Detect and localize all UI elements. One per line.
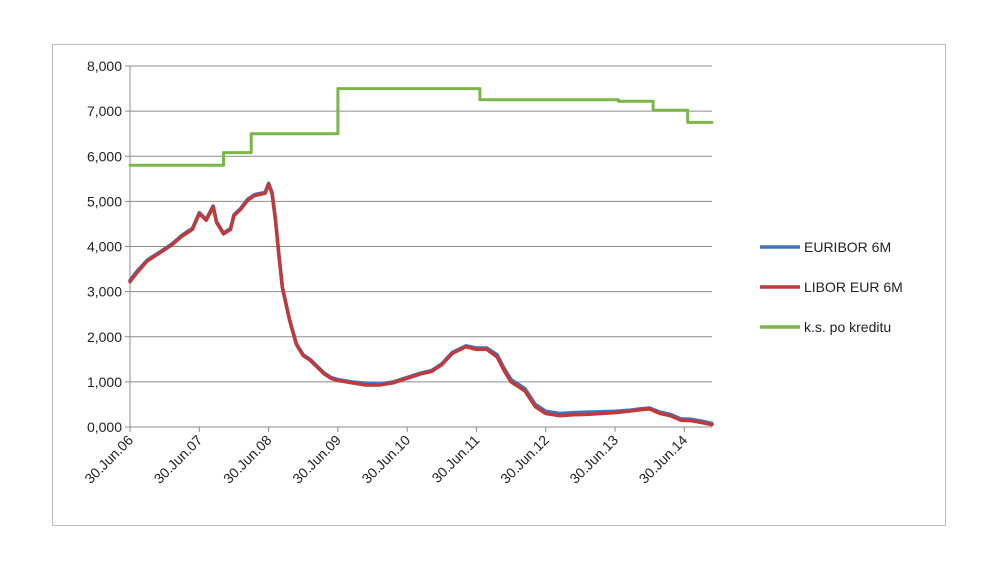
chart-frame xyxy=(52,44,946,526)
y-tick-label: 7,000 xyxy=(87,103,122,119)
legend: EURIBOR 6M LIBOR EUR 6M k.s. po kreditu xyxy=(760,239,903,335)
legend-label-3: k.s. po kreditu xyxy=(804,319,891,335)
y-axis: 0,000 1,000 2,000 3,000 4,000 5,000 6,000 7,000… xyxy=(87,58,131,435)
y-tick-label: 2,000 xyxy=(87,329,122,345)
x-tick-label: 30.Jun.10 xyxy=(358,432,413,487)
y-tick-label: 4,000 xyxy=(87,239,122,255)
y-tick-label: 0,000 xyxy=(87,419,122,435)
x-tick-label: 30.Jun.09 xyxy=(289,432,344,487)
y-tick-label: 5,000 xyxy=(87,193,122,209)
y-tick-label: 8,000 xyxy=(87,58,122,74)
series-group xyxy=(128,87,714,427)
y-tick-label: 1,000 xyxy=(87,374,122,390)
y-tick-label: 6,000 xyxy=(87,148,122,164)
x-tick-label: 30.Jun.11 xyxy=(428,432,482,486)
x-tick-label: 30.Jun.07 xyxy=(151,432,206,487)
x-axis: 30.Jun.06 30.Jun.07 30.Jun.08 30.Jun.09 30.J… xyxy=(81,427,691,487)
x-tick-label: 30.Jun.06 xyxy=(81,432,136,487)
series-line-3 xyxy=(128,87,714,167)
x-tick-label: 30.Jun.08 xyxy=(220,432,275,487)
series-line-2 xyxy=(128,182,714,427)
x-tick-label: 30.Jun.13 xyxy=(566,432,621,487)
y-tick-label: 3,000 xyxy=(87,284,122,300)
x-tick-label: 30.Jun.14 xyxy=(636,432,691,487)
legend-label-1: EURIBOR 6M xyxy=(804,239,891,255)
x-tick-label: 30.Jun.12 xyxy=(497,432,552,487)
legend-label-2: LIBOR EUR 6M xyxy=(804,279,903,295)
